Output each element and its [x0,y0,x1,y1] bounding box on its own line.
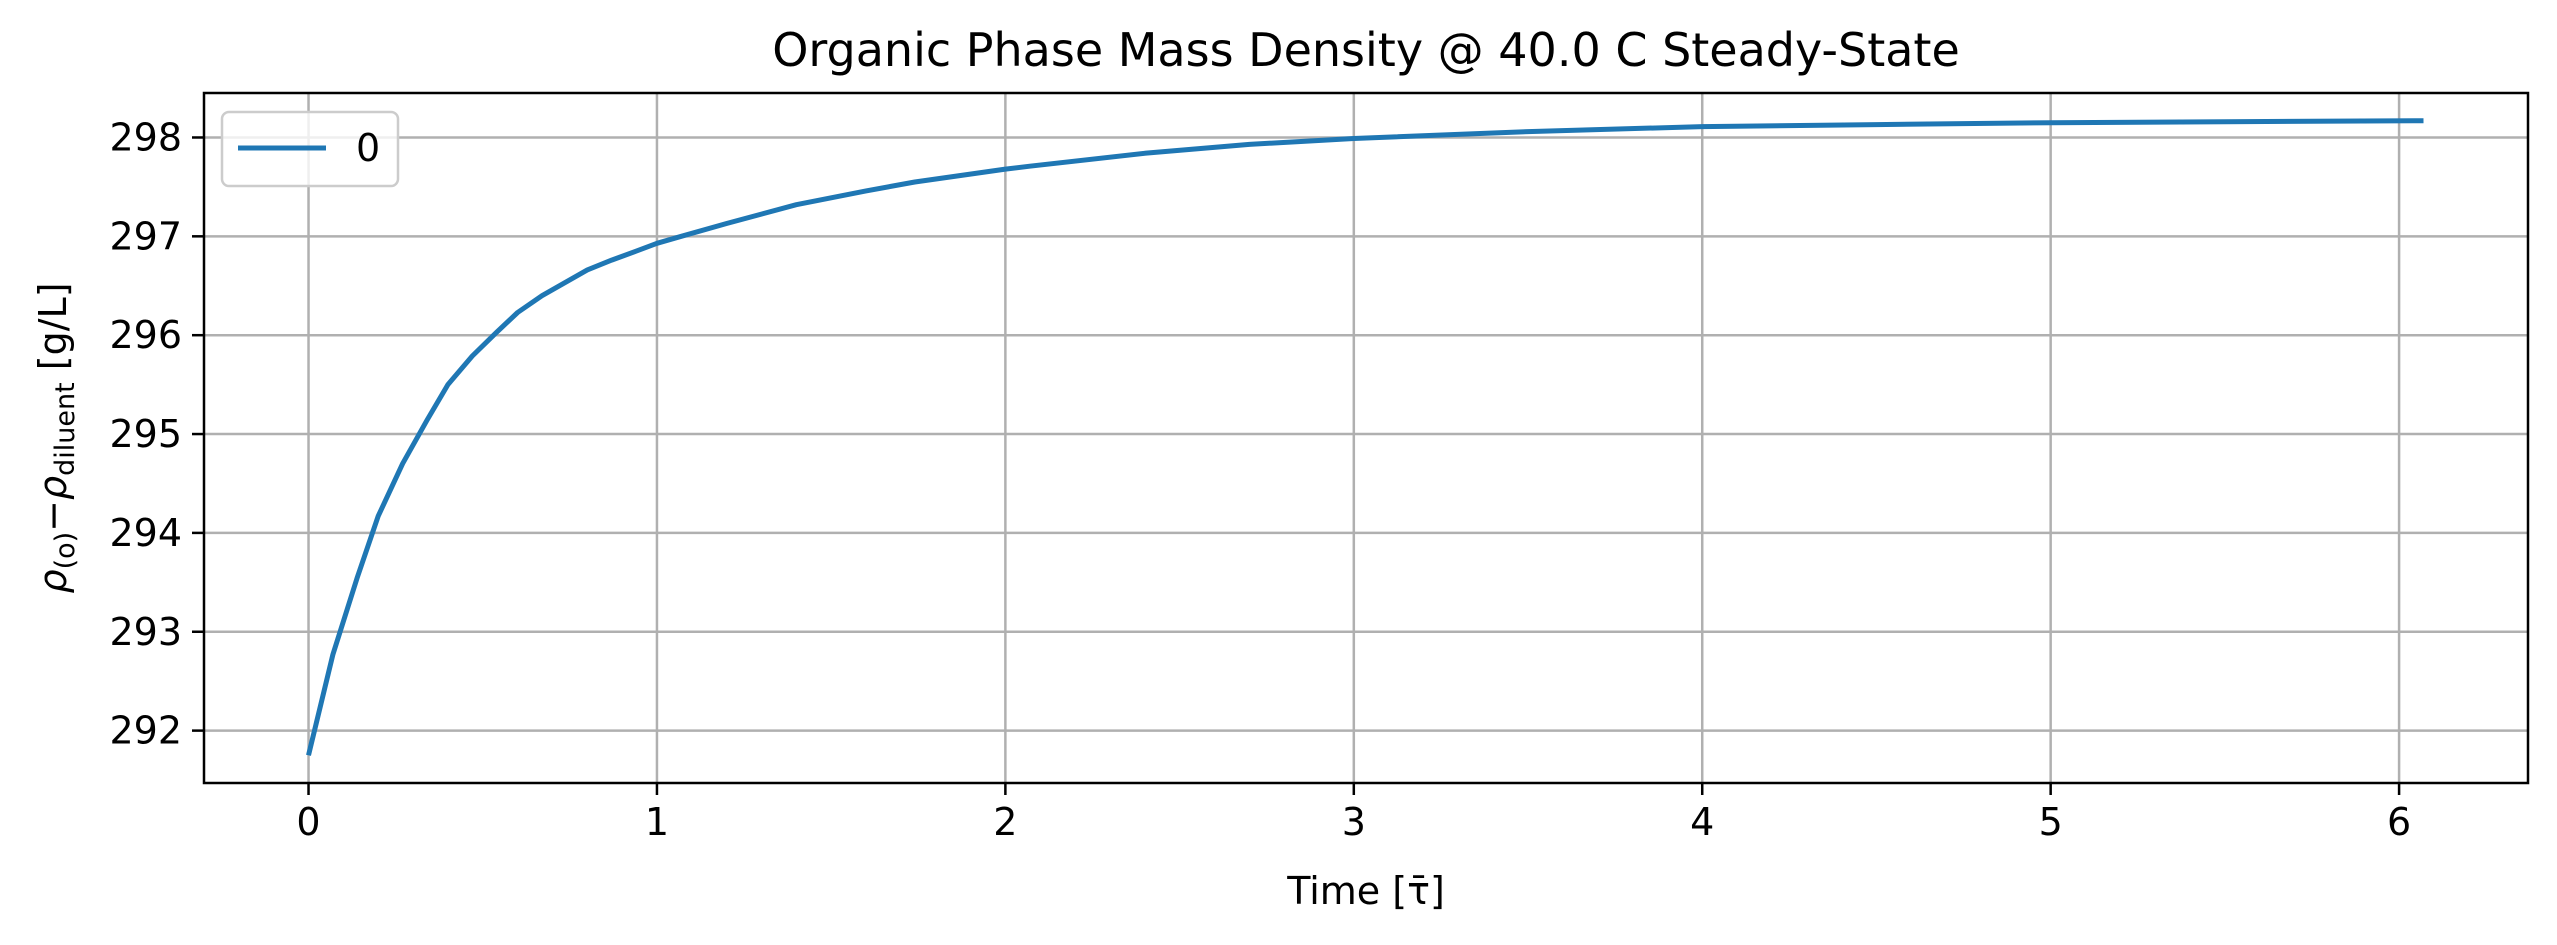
y-axis-label-rho-2: ρ [31,476,75,500]
x-tick-label: 6 [2387,800,2411,844]
y-tick-label: 293 [109,610,182,654]
axis-ticks: 0 1 2 3 4 5 6 292 293 294 295 296 297 298 [109,115,2411,844]
series-line-0 [306,118,2424,756]
legend: 0 [220,110,400,188]
x-tick-label: 0 [296,800,320,844]
y-tick-label: 297 [109,214,182,258]
grid-lines [204,93,2528,783]
x-tick-label: 1 [645,800,669,844]
y-tick-label: 295 [109,412,182,456]
y-axis-label-unit: [g/L] [31,282,75,382]
y-tick-label: 296 [109,313,182,357]
x-tick-label: 5 [2039,800,2063,844]
y-axis-label: ρ(o)−ρdiluent [g/L] [31,282,81,593]
y-tick-label: 298 [109,115,182,159]
x-tick-label: 3 [1342,800,1366,844]
x-tick-label: 2 [993,800,1017,844]
plot-frame [202,91,2530,785]
y-axis-label-sub1: (o) [50,532,81,570]
legend-label-0: 0 [356,126,380,170]
y-axis-label-minus: − [31,500,75,532]
x-tick-label: 4 [1690,800,1714,844]
y-axis-label-sub2: diluent [50,382,81,476]
y-axis-label-rho: ρ [31,569,75,593]
series-layer [306,118,2424,756]
x-axis-label: Time [τ̄] [1286,869,1445,913]
y-tick-label: 292 [109,709,182,753]
y-tick-label: 294 [109,511,182,555]
chart-title: Organic Phase Mass Density @ 40.0 C Stea… [772,23,1960,77]
